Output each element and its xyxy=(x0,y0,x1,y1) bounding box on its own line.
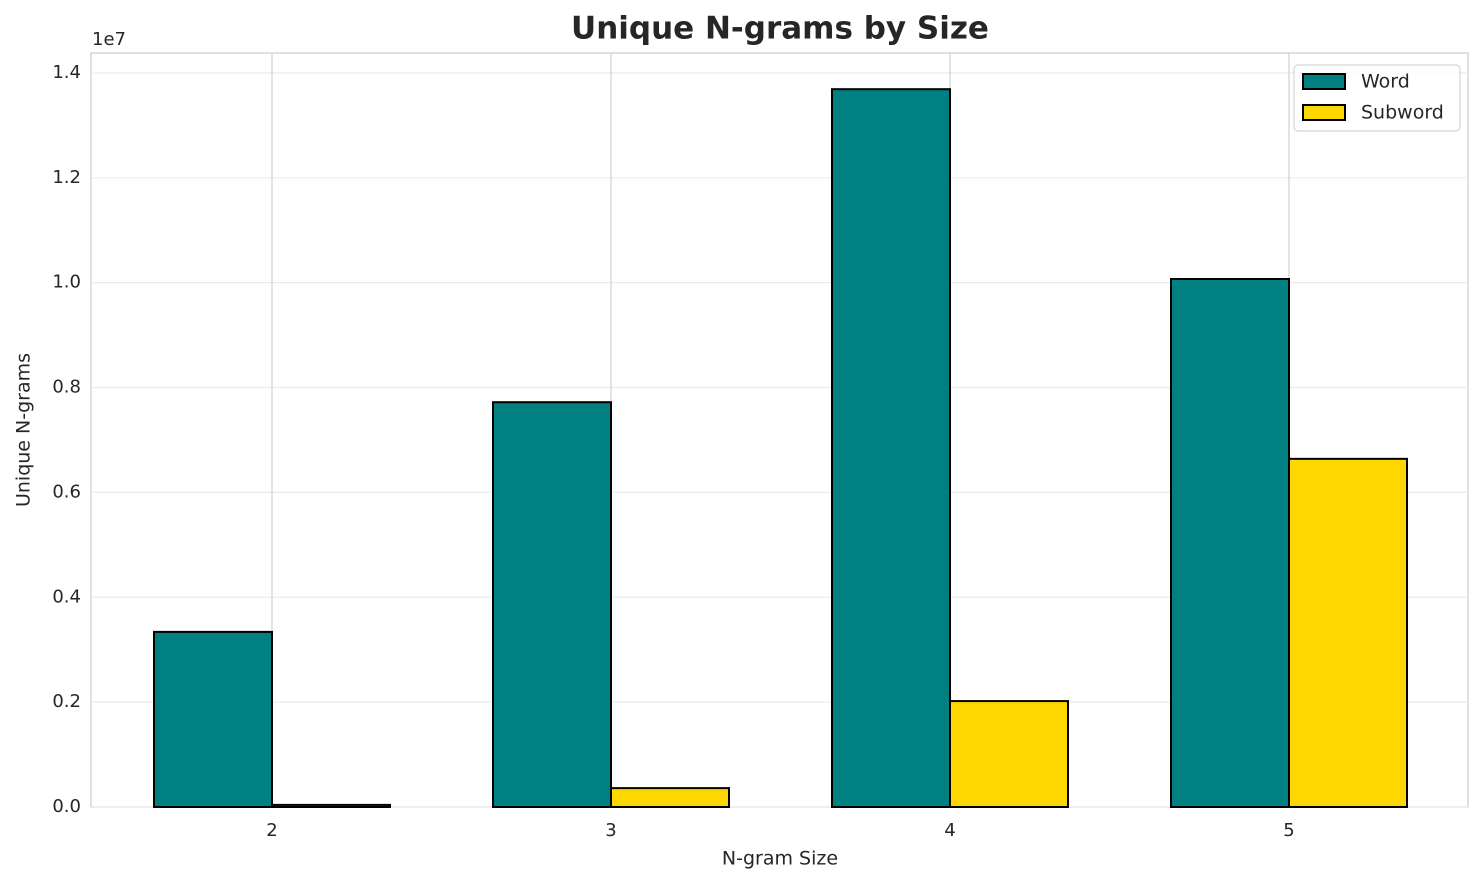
y-tick-label: 0.8 xyxy=(52,377,81,398)
bar xyxy=(271,803,391,809)
y-offset-label: 1e7 xyxy=(92,29,126,50)
bar xyxy=(1288,457,1408,808)
legend-swatch xyxy=(1302,104,1346,121)
bar xyxy=(153,630,273,809)
chart-title: Unique N-grams by Size xyxy=(571,11,989,47)
x-tick-label: 3 xyxy=(605,820,616,841)
y-tick-label: 0.6 xyxy=(52,481,81,502)
bar xyxy=(492,401,612,808)
y-tick-label: 0.4 xyxy=(52,586,81,607)
bar xyxy=(1170,277,1290,809)
x-tick-label: 4 xyxy=(944,820,955,841)
y-tick-label: 1.4 xyxy=(52,62,81,83)
y-tick-label: 1.0 xyxy=(52,272,81,293)
y-axis-label: Unique N-grams xyxy=(13,353,35,507)
y-tick-label: 1.2 xyxy=(52,167,81,188)
y-tick-label: 0.2 xyxy=(52,691,81,712)
bar xyxy=(610,787,730,808)
legend-label: Word xyxy=(1361,71,1410,93)
bar xyxy=(831,88,951,808)
legend-label: Subword xyxy=(1361,102,1444,124)
bar xyxy=(949,700,1069,808)
x-tick-label: 2 xyxy=(266,820,277,841)
y-tick-label: 0.0 xyxy=(52,796,81,817)
x-tick-label: 5 xyxy=(1283,820,1294,841)
legend-swatch xyxy=(1302,73,1346,90)
legend: Word Subword xyxy=(1293,64,1461,132)
x-axis-label: N-gram Size xyxy=(722,848,838,870)
bars xyxy=(153,88,1408,809)
